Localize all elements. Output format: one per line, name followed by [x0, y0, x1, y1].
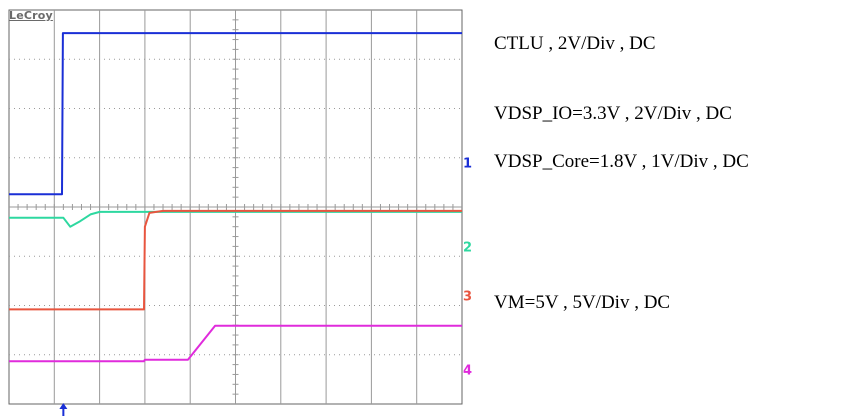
legend-vdsp-core: VDSP_Core=1.8V , 1V/Div , DC: [494, 151, 749, 172]
channel-markers: 1 2 3 4: [59, 157, 472, 416]
oscilloscope-screen: 1 2 3 4: [8, 9, 472, 416]
channel-marker-3: 3: [463, 290, 472, 305]
brand-logo: LeCroy: [9, 9, 53, 22]
legend-vdsp-io: VDSP_IO=3.3V , 2V/Div , DC: [494, 103, 732, 124]
legend-ctlu: CTLU , 2V/Div , DC: [494, 33, 656, 54]
scope-traces: [9, 32, 462, 363]
scope-grid: [8, 9, 463, 405]
channel-marker-4: 4: [463, 363, 472, 378]
channel-marker-1: 1: [463, 157, 472, 172]
trigger-arrow-icon: [59, 403, 68, 409]
trace-ch1: [9, 32, 462, 196]
legend-vm: VM=5V , 5V/Div , DC: [494, 292, 671, 313]
trace-ch4: [9, 324, 462, 363]
trace-ch3: [9, 209, 462, 311]
trace-ch2: [9, 210, 462, 228]
channel-marker-2: 2: [463, 240, 472, 255]
